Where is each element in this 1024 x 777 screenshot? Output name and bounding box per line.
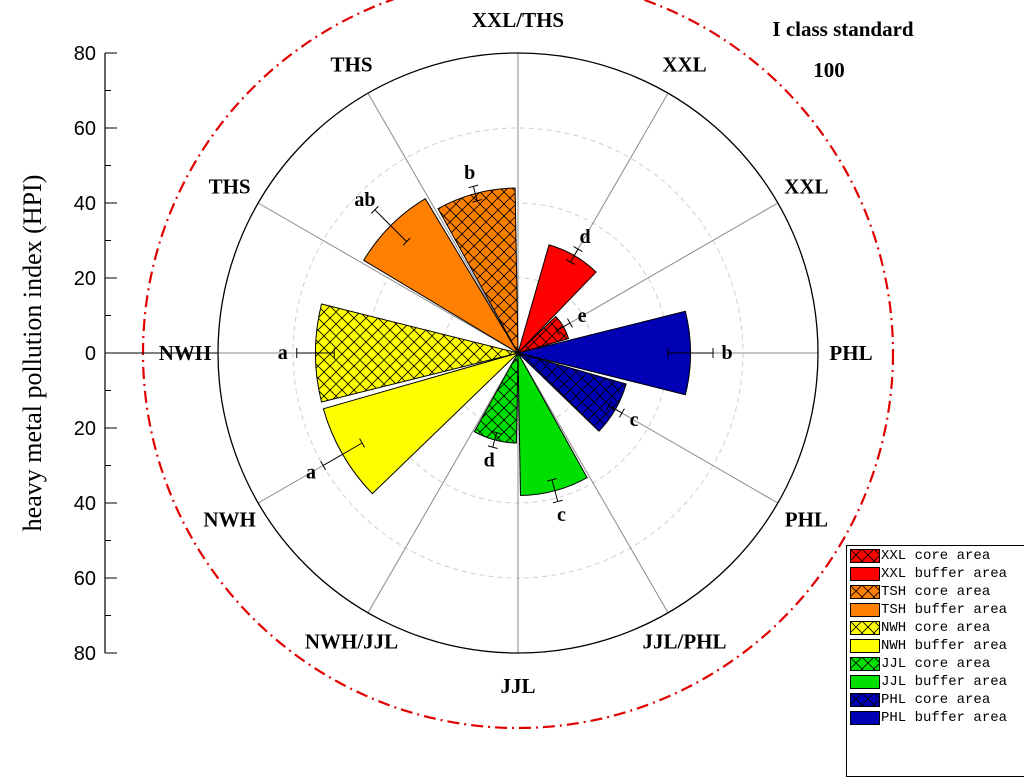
y-tick-label: 20 bbox=[74, 268, 96, 290]
significance-letter: d bbox=[484, 450, 495, 472]
legend-swatch bbox=[850, 657, 880, 671]
direction-label: THS bbox=[209, 175, 251, 199]
error-bar bbox=[565, 246, 583, 266]
legend-swatch bbox=[850, 603, 880, 617]
legend-label: PHL buffer area bbox=[881, 710, 1008, 726]
legend-item: JJL core area bbox=[847, 655, 1024, 673]
direction-label: XXL bbox=[662, 53, 706, 77]
significance-letter: c bbox=[557, 504, 566, 526]
significance-letter: a bbox=[278, 342, 288, 364]
direction-label: THS bbox=[330, 53, 372, 77]
direction-label: JJL bbox=[500, 674, 535, 698]
y-tick-label: 40 bbox=[74, 193, 96, 215]
error-bar bbox=[468, 184, 483, 203]
legend-label: JJL buffer area bbox=[881, 674, 1008, 690]
legend-label: NWH buffer area bbox=[881, 638, 1008, 654]
legend-label: TSH buffer area bbox=[881, 602, 1008, 618]
legend-swatch bbox=[850, 693, 880, 707]
error-bar bbox=[487, 430, 502, 449]
spoke-line bbox=[257, 202, 519, 354]
legend-item: PHL core area bbox=[847, 691, 1024, 709]
legend-swatch bbox=[850, 711, 880, 725]
legend-label: JJL core area bbox=[881, 656, 991, 672]
error-bar bbox=[320, 438, 366, 471]
spoke-line bbox=[367, 92, 519, 354]
direction-label: NWH/JJL bbox=[305, 629, 398, 653]
legend-item: XXL core area bbox=[847, 547, 1024, 565]
significance-letter: c bbox=[630, 409, 639, 431]
error-bar bbox=[667, 348, 714, 358]
legend-item: TSH core area bbox=[847, 583, 1024, 601]
y-tick-label: 20 bbox=[74, 418, 96, 440]
reference-value: 100 bbox=[813, 58, 845, 82]
direction-label: XXL bbox=[784, 175, 828, 199]
legend-label: XXL buffer area bbox=[881, 566, 1008, 582]
legend-label: NWH core area bbox=[881, 620, 991, 636]
legend-item: TSH buffer area bbox=[847, 601, 1024, 619]
legend-label: XXL core area bbox=[881, 548, 991, 564]
legend-swatch bbox=[850, 639, 880, 653]
y-tick-label: 80 bbox=[74, 43, 96, 65]
legend-label: TSH core area bbox=[881, 584, 991, 600]
legend-swatch bbox=[850, 585, 880, 599]
significance-letter: ab bbox=[354, 189, 375, 211]
legend-item: XXL buffer area bbox=[847, 565, 1024, 583]
legend-item: PHL buffer area bbox=[847, 709, 1024, 727]
legend-swatch bbox=[850, 549, 880, 563]
legend-swatch bbox=[850, 621, 880, 635]
y-tick-label: 40 bbox=[74, 493, 96, 515]
y-axis-title: heavy metal pollution index (HPI) bbox=[18, 175, 47, 532]
significance-letter: a bbox=[306, 462, 316, 484]
legend-swatch bbox=[850, 567, 880, 581]
y-tick-label: 0 bbox=[85, 343, 96, 365]
reference-label: I class standard bbox=[772, 17, 914, 41]
spoke-line bbox=[367, 352, 519, 614]
legend-swatch bbox=[850, 675, 880, 689]
y-tick-label: 80 bbox=[74, 643, 96, 665]
direction-label: XXL/THS bbox=[472, 8, 564, 32]
error-bar bbox=[370, 205, 411, 246]
significance-letter: b bbox=[721, 342, 732, 364]
error-bar bbox=[605, 400, 625, 418]
error-bar bbox=[296, 348, 335, 358]
direction-label: JJL/PHL bbox=[642, 629, 726, 653]
direction-label: NWH bbox=[203, 508, 256, 532]
y-tick-label: 60 bbox=[74, 568, 96, 590]
significance-letter: b bbox=[464, 162, 475, 184]
y-tick-label: 60 bbox=[74, 118, 96, 140]
legend-label: PHL core area bbox=[881, 692, 991, 708]
error-bar bbox=[547, 478, 563, 504]
significance-letter: d bbox=[579, 226, 590, 248]
significance-letter: e bbox=[578, 305, 587, 327]
spoke-line bbox=[517, 352, 669, 614]
legend-item: NWH buffer area bbox=[847, 637, 1024, 655]
legend-item: NWH core area bbox=[847, 619, 1024, 637]
legend-item: JJL buffer area bbox=[847, 673, 1024, 691]
error-bar bbox=[554, 318, 573, 336]
chart-legend: XXL core area XXL buffer area TSH core are… bbox=[846, 545, 1024, 777]
direction-label: PHL bbox=[829, 341, 872, 365]
direction-label: PHL bbox=[785, 508, 828, 532]
